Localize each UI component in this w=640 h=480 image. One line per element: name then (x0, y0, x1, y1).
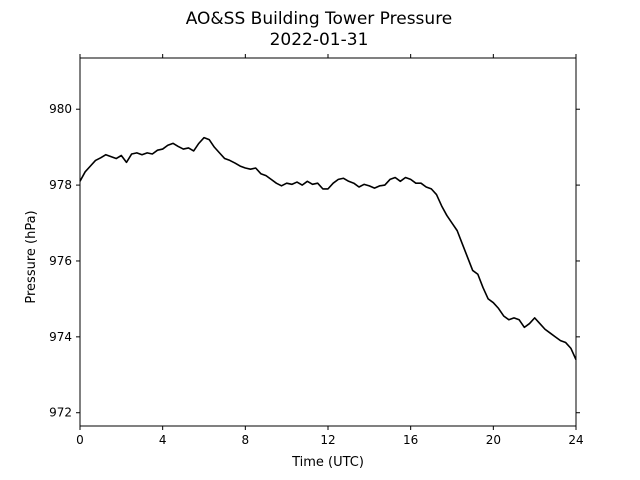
y-tick-label: 980 (49, 102, 72, 116)
x-tick-label: 12 (320, 433, 335, 447)
x-tick-label: 4 (159, 433, 167, 447)
x-axis-label: Time (UTC) (291, 455, 364, 470)
x-tick-label: 8 (242, 433, 250, 447)
x-tick-label: 20 (486, 433, 501, 447)
x-tick-label: 16 (403, 433, 418, 447)
plot-frame (79, 57, 577, 427)
y-tick-label: 978 (49, 178, 72, 192)
pressure-series-line (79, 136, 577, 360)
x-tick-label: 24 (568, 433, 583, 447)
y-tick-label: 976 (49, 254, 72, 268)
chart-title: AO&SS Building Tower Pressure (186, 9, 453, 29)
x-tick-label: 0 (76, 433, 84, 447)
y-axis-label: Pressure (hPa) (24, 210, 39, 303)
y-tick-label: 974 (49, 330, 72, 344)
y-tick-label: 972 (49, 406, 72, 420)
plot-area: 0 4 8 12 16 20 24 972 974 976 978 980 (49, 54, 584, 447)
chart-subtitle: 2022-01-31 (270, 30, 369, 50)
